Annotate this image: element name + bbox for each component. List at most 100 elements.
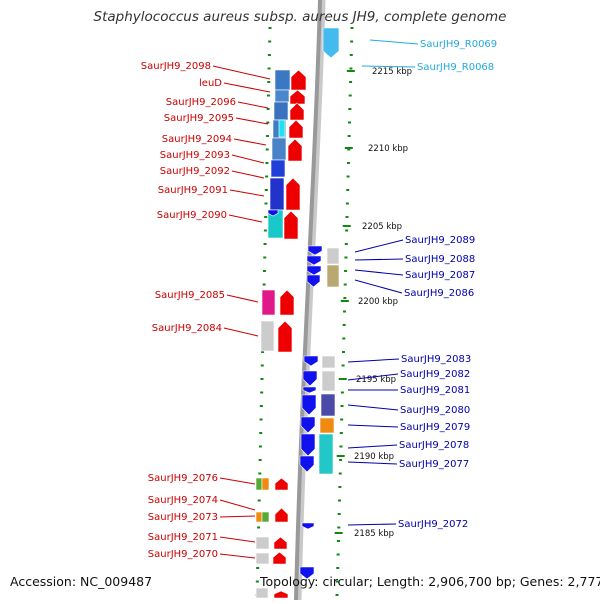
gene-label: SaurJH9_2083 (401, 354, 471, 365)
gene-box (326, 247, 340, 265)
gene-box (278, 119, 286, 138)
gene-label: SaurJH9_2087 (405, 270, 475, 281)
gene-label: SaurJH9_R0068 (417, 62, 494, 73)
forward-genes (272, 69, 307, 599)
gene-arrow (301, 522, 315, 530)
gene-arrow (279, 289, 295, 316)
topology-text: Topology: circular; Length: 2,906,700 bp… (260, 574, 600, 589)
gene-label: SaurJH9_2071 (148, 532, 218, 543)
gene-label: SaurJH9_2084 (152, 323, 222, 334)
gene-label: leuD (199, 78, 222, 89)
leader-line (219, 499, 256, 511)
gene-arrow (277, 320, 293, 353)
gene-box (255, 552, 270, 565)
gene-arrow (322, 27, 340, 59)
leader-line (212, 65, 271, 80)
leader-line (231, 170, 265, 179)
leader-line (219, 515, 256, 518)
gene-label: SaurJH9_2088 (405, 254, 475, 265)
rna-genes (322, 27, 340, 59)
gene-label: SaurJH9_2077 (399, 459, 469, 470)
leader-line (354, 239, 404, 253)
gene-box (270, 159, 286, 178)
gene-label: SaurJH9_2081 (400, 385, 470, 396)
gene-arrow (303, 355, 319, 367)
leader-line (237, 101, 269, 109)
accession-text: Accession: NC_009487 (10, 574, 153, 589)
gene-arrow (288, 119, 304, 139)
scale-label: 2185 kbp (354, 529, 394, 539)
gene-label: SaurJH9_2079 (400, 422, 470, 433)
reverse-genes (267, 209, 323, 580)
gene-arrow (302, 370, 318, 387)
leader-line (347, 424, 399, 428)
scale-label: 2195 kbp (356, 375, 396, 385)
scale-label: 2215 kbp (372, 67, 412, 77)
gene-arrow (285, 177, 301, 211)
leader-line (347, 404, 399, 411)
leader-line (219, 477, 256, 485)
gene-arrow (273, 536, 288, 550)
gene-arrow (300, 433, 316, 457)
gene-arrow (273, 590, 289, 599)
gene-label: SaurJH9_2096 (166, 97, 236, 108)
leader-line (231, 154, 265, 164)
gene-arrow (300, 416, 316, 434)
gene-boxes (255, 69, 340, 599)
gene-label: SaurJH9_R0069 (420, 39, 497, 50)
gene-box (261, 289, 276, 316)
leader-line (233, 138, 267, 146)
gene-arrow (287, 138, 303, 162)
gene-label: SaurJH9_2074 (148, 495, 218, 506)
gene-box (255, 587, 269, 599)
gene-box (274, 69, 291, 91)
gene-arrow (301, 394, 317, 416)
gene-arrow (299, 455, 315, 473)
gene-box (261, 511, 270, 523)
gene-arrow (267, 209, 279, 217)
gene-arrow (306, 265, 322, 276)
gene-arrow (274, 477, 289, 491)
leader-line (347, 523, 397, 526)
gene-arrow (289, 89, 306, 105)
gene-box (269, 177, 285, 211)
gene-label: SaurJH9_2085 (155, 290, 225, 301)
gene-box (255, 511, 263, 523)
leader-line (347, 373, 399, 381)
leader-line (229, 189, 265, 197)
rna-gene-labels: SaurJH9_R0069 SaurJH9_R0068 (361, 39, 497, 73)
leader-line (354, 269, 404, 276)
gene-label: SaurJH9_2072 (398, 519, 468, 530)
gene-arrow (306, 255, 322, 266)
map-title: Staphylococcus aureus subsp. aureus JH9,… (93, 9, 507, 25)
gene-arrow (302, 386, 317, 394)
gene-label: SaurJH9_2089 (405, 235, 475, 246)
scale-labels: 2215 kbp 2210 kbp 2205 kbp 2200 kbp 2195 kbp… (354, 67, 412, 539)
gene-box (318, 433, 334, 475)
gene-arrow (299, 566, 315, 580)
gene-box (271, 137, 287, 161)
leader-line (228, 214, 263, 223)
gene-label: SaurJH9_2086 (404, 288, 474, 299)
gene-label: SaurJH9_2082 (400, 369, 470, 380)
scale-label: 2210 kbp (368, 144, 408, 154)
leader-line (219, 553, 256, 559)
gene-label: SaurJH9_2092 (160, 166, 230, 177)
gene-label: SaurJH9_2094 (162, 134, 232, 145)
scale-label: 2190 kbp (354, 452, 394, 462)
gene-label: SaurJH9_2091 (158, 185, 228, 196)
leader-line (347, 461, 398, 465)
gene-box (273, 101, 289, 121)
gene-label: SaurJH9_2078 (399, 440, 469, 451)
gene-label: SaurJH9_2090 (157, 210, 227, 221)
gene-label: SaurJH9_2093 (160, 150, 230, 161)
scale-label: 2205 kbp (362, 222, 402, 232)
gene-arrow (306, 274, 321, 288)
leader-line (223, 82, 271, 93)
leader-line (226, 294, 259, 303)
leader-line (369, 39, 419, 45)
gene-box (255, 477, 263, 491)
leader-line (361, 65, 416, 68)
